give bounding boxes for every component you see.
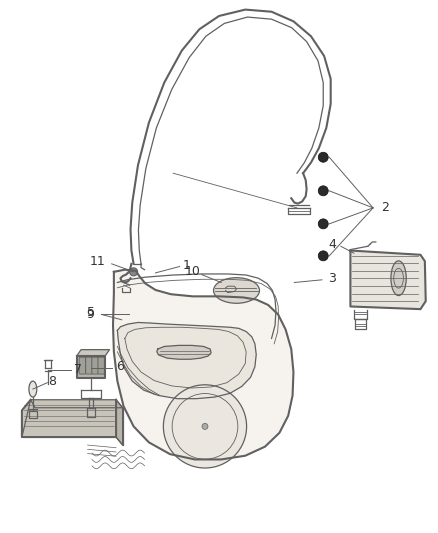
Circle shape xyxy=(318,251,328,261)
Ellipse shape xyxy=(391,261,406,295)
FancyBboxPatch shape xyxy=(92,357,98,374)
Circle shape xyxy=(318,152,328,162)
Text: 4: 4 xyxy=(328,238,336,251)
Polygon shape xyxy=(77,350,110,356)
FancyBboxPatch shape xyxy=(86,357,92,374)
FancyBboxPatch shape xyxy=(79,357,85,374)
Circle shape xyxy=(318,186,328,196)
Polygon shape xyxy=(31,400,123,408)
Text: 9: 9 xyxy=(86,308,94,321)
Polygon shape xyxy=(157,345,211,359)
Circle shape xyxy=(163,385,247,468)
Polygon shape xyxy=(77,356,105,378)
Text: 6: 6 xyxy=(116,360,124,373)
Text: 2: 2 xyxy=(381,201,389,214)
Circle shape xyxy=(130,268,138,276)
Text: 5: 5 xyxy=(88,306,95,319)
Circle shape xyxy=(202,423,208,430)
Text: 10: 10 xyxy=(185,265,201,278)
Polygon shape xyxy=(117,322,256,399)
Text: 1: 1 xyxy=(183,259,191,272)
FancyBboxPatch shape xyxy=(98,357,104,374)
Ellipse shape xyxy=(29,381,37,397)
Polygon shape xyxy=(116,400,123,445)
Text: 3: 3 xyxy=(328,272,336,285)
Text: 11: 11 xyxy=(89,255,105,268)
Polygon shape xyxy=(22,400,116,437)
Circle shape xyxy=(318,219,328,229)
Text: 8: 8 xyxy=(48,375,56,387)
Polygon shape xyxy=(350,251,426,309)
Text: 7: 7 xyxy=(74,363,82,376)
Polygon shape xyxy=(113,270,293,459)
Ellipse shape xyxy=(213,278,259,303)
